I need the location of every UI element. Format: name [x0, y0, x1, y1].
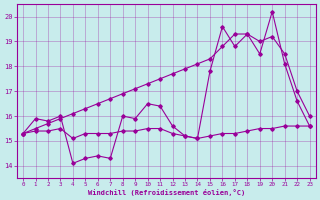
X-axis label: Windchill (Refroidissement éolien,°C): Windchill (Refroidissement éolien,°C): [88, 189, 245, 196]
